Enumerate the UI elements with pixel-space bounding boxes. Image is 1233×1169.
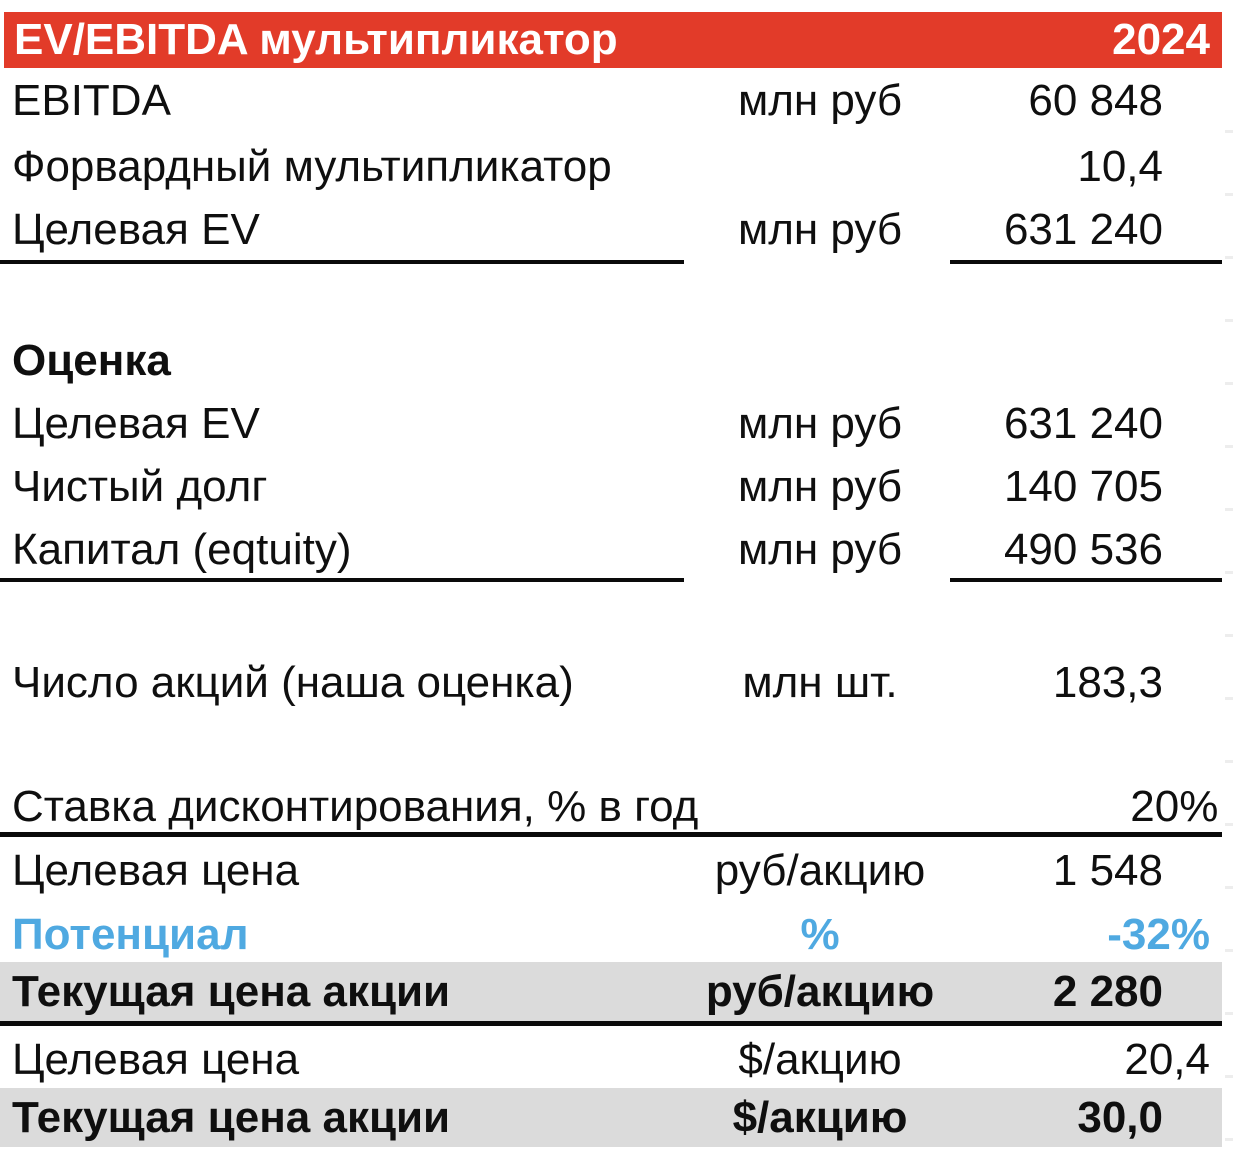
- row-target-price-rub: Целевая цена руб/акцию 1 548: [0, 842, 1222, 900]
- row-unit: $/акцию: [738, 1035, 902, 1084]
- row-label: Целевая цена: [12, 846, 300, 895]
- row-current-price-usd: Текущая цена акции $/акцию 30,0: [0, 1088, 1222, 1147]
- row-value: 1 548: [1052, 846, 1163, 895]
- table-header-bar: EV/EBITDA мультипликатор 2024: [4, 12, 1222, 68]
- row-target-ev: Целевая EV млн руб 631 240: [0, 201, 1222, 259]
- row-value: 2 280: [1052, 966, 1163, 1016]
- row-label: Потенциал: [12, 910, 249, 959]
- row-label: Число акций (наша оценка): [12, 658, 574, 707]
- row-potential: Потенциал % -32%: [0, 906, 1222, 964]
- divider-section1-left: [0, 260, 684, 264]
- row-label: Чистый долг: [12, 462, 268, 511]
- row-net-debt: Чистый долг млн руб 140 705: [0, 458, 1222, 516]
- row-unit: млн шт.: [742, 658, 898, 707]
- row-unit: млн руб: [737, 462, 903, 511]
- row-label: Капитал (eqtuity): [12, 525, 352, 574]
- row-unit: руб/акцию: [705, 966, 935, 1016]
- row-value: 20,4: [1124, 1035, 1210, 1084]
- row-label: Целевая EV: [12, 399, 260, 448]
- row-target-price-usd: Целевая цена $/акцию 20,4: [0, 1031, 1222, 1089]
- row-unit: млн руб: [737, 205, 903, 254]
- row-value: 631 240: [1003, 399, 1163, 448]
- row-unit: млн руб: [737, 76, 903, 125]
- row-value: 10,4: [1077, 142, 1163, 191]
- divider-current-price: [0, 1021, 1222, 1026]
- row-value: 490 536: [1003, 525, 1163, 574]
- row-unit: $/акцию: [732, 1092, 908, 1142]
- row-current-price-rub: Текущая цена акции руб/акцию 2 280: [0, 962, 1222, 1021]
- divider-discount-rate: [0, 832, 1222, 837]
- divider-section2-left: [0, 578, 684, 582]
- divider-section1-right: [950, 260, 1222, 264]
- row-unit: %: [800, 910, 840, 959]
- row-label: Целевая EV: [12, 205, 260, 254]
- row-value: 60 848: [1028, 76, 1163, 125]
- row-unit: млн руб: [737, 525, 903, 574]
- row-label: Ставка дисконтирования, % в год: [12, 782, 699, 831]
- row-value: -32%: [1107, 910, 1210, 959]
- row-label: Целевая цена: [12, 1035, 300, 1084]
- row-unit: руб/акцию: [714, 846, 926, 895]
- row-value: 30,0: [1077, 1092, 1163, 1142]
- spreadsheet-gridline-stubs: [1225, 70, 1233, 1149]
- row-equity: Капитал (eqtuity) млн руб 490 536: [0, 521, 1222, 579]
- header-year: 2024: [1112, 15, 1210, 64]
- row-value: 20%: [1130, 782, 1219, 831]
- row-valuation-heading: Оценка: [0, 332, 1222, 390]
- row-label: Форвардный мультипликатор: [12, 142, 612, 191]
- divider-section2-right: [950, 578, 1222, 582]
- row-label: EBITDA: [12, 76, 171, 125]
- section-heading: Оценка: [12, 336, 171, 385]
- row-value: 140 705: [1003, 462, 1163, 511]
- row-ebitda: EBITDA млн руб 60 848: [0, 72, 1222, 130]
- row-value: 631 240: [1003, 205, 1163, 254]
- row-target-ev-2: Целевая EV млн руб 631 240: [0, 395, 1222, 453]
- row-label: Текущая цена акции: [12, 1092, 451, 1142]
- row-share-count: Число акций (наша оценка) млн шт. 183,3: [0, 654, 1222, 712]
- row-unit: млн руб: [737, 399, 903, 448]
- table-title: EV/EBITDA мультипликатор: [14, 15, 618, 64]
- row-value: 183,3: [1052, 658, 1163, 707]
- row-forward-multiple: Форвардный мультипликатор 10,4: [0, 138, 1222, 196]
- row-label: Текущая цена акции: [12, 966, 451, 1016]
- row-discount-rate: Ставка дисконтирования, % в год 20%: [0, 778, 1222, 836]
